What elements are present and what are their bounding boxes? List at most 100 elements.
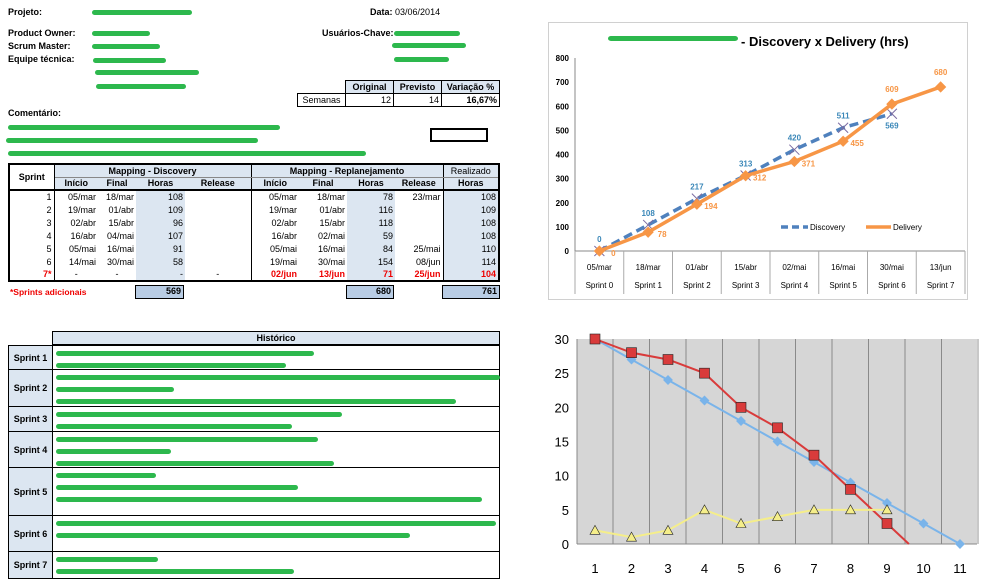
x-tick-label-sprint: Sprint 1 (634, 281, 662, 290)
x-tick-label-sprint: Sprint 7 (927, 281, 955, 290)
product-owner-label: Product Owner: (8, 28, 76, 38)
data-label: 0 (597, 235, 602, 244)
cell: 1 (9, 190, 55, 203)
historico-sprint-label: Sprint 3 (8, 406, 53, 432)
square-marker (589, 333, 601, 345)
cell: 05/mar (67, 192, 96, 202)
delivery-marker (691, 198, 703, 210)
cell: 02/abr (271, 217, 297, 228)
data-label: 455 (850, 139, 864, 148)
cell: 02/jun (270, 269, 297, 279)
cell: - (185, 268, 252, 281)
table-row: 6 14/mai 30/mai 58 19/mai 30/mai 154 08/jun 114 (9, 255, 499, 268)
weeks-table: Original Previsto Variação % Semanas 12 … (297, 80, 500, 107)
cell: 01/abr (319, 204, 345, 215)
redaction-mark (56, 533, 410, 538)
subheader-0: Início (53, 177, 98, 190)
cell: 25/mai (395, 242, 444, 255)
cell (395, 229, 444, 242)
date-value: 03/06/2014 (395, 7, 441, 17)
data-label: 609 (885, 85, 899, 94)
y-tick-label: 600 (556, 102, 570, 111)
x-tick-label-sprint: Sprint 6 (878, 281, 906, 290)
y-tick-label: 400 (556, 151, 570, 160)
y-tick-label: 25 (555, 366, 569, 381)
cell (185, 216, 252, 229)
x-tick-label-sprint: Sprint 3 (732, 281, 760, 290)
cell (185, 229, 252, 242)
cell: 05/mai (269, 243, 297, 254)
historico-table: Sprint 1 Sprint 2 Sprint 3 Sprint 4 Sprint 5… (8, 345, 500, 579)
cell: 13/jun (318, 269, 345, 279)
redaction-mark (56, 557, 158, 562)
diamond-marker (955, 539, 965, 549)
legend-label-discovery: Discovery (810, 223, 845, 232)
col-variacao: Variação % (441, 80, 500, 94)
historico-row: Sprint 5 (8, 467, 500, 516)
discovery-marker (837, 122, 849, 134)
cell: 30/mai (106, 256, 134, 267)
data-label: 313 (739, 159, 753, 168)
total-realized: 761 (442, 285, 500, 299)
redaction-mark (56, 351, 314, 356)
data-label: 569 (885, 122, 899, 131)
redaction-mark (56, 473, 156, 478)
square-marker (662, 354, 674, 365)
discovery-header: Mapping - Discovery (54, 164, 252, 178)
square-marker (699, 367, 710, 379)
redaction-mark (56, 424, 292, 429)
redaction-mark (92, 10, 192, 15)
subheader-8: Horas (443, 177, 499, 190)
x-tick-label: 3 (664, 561, 671, 576)
redaction-mark (608, 36, 738, 41)
cell: 08/jun (395, 255, 444, 268)
subheader-7: Release (395, 177, 444, 190)
cell: 109 (136, 203, 185, 216)
date-label-text: Data: (370, 7, 393, 17)
legend-label-delivery: Delivery (893, 223, 922, 232)
cell: 108 (443, 216, 499, 229)
cell: 58 (136, 255, 185, 268)
table-row: 1 05/mar 18/mar 108 05/mar 18/mar 78 23/mar 108 (9, 190, 499, 203)
square-marker (735, 402, 747, 413)
y-tick-label: 20 (555, 400, 569, 415)
cell: 15/abr (319, 217, 345, 228)
chart-title: - Discovery x Delivery (hrs) (741, 34, 909, 49)
total-discovery: 569 (135, 285, 184, 299)
y-tick-label: 0 (562, 537, 569, 552)
y-tick-label: 200 (556, 199, 570, 208)
cell: 16/mai (106, 243, 134, 254)
redaction-mark (56, 363, 286, 368)
subheader-6: Horas (347, 177, 395, 190)
historico-notes (52, 369, 500, 407)
weeks-label: Semanas (297, 93, 346, 107)
historico-row: Sprint 7 (8, 551, 500, 579)
weeks-previsto: 14 (393, 93, 442, 107)
square-marker (881, 518, 893, 529)
cell: - (74, 269, 78, 279)
redaction-mark (56, 485, 298, 490)
y-tick-label: 30 (555, 332, 569, 347)
square-marker (845, 484, 856, 495)
project-label: Projeto: (8, 7, 43, 17)
series-line-delivery (598, 85, 942, 253)
triangle-marker (735, 517, 747, 528)
x-tick-label: 01/abr (686, 263, 709, 272)
x-tick-label: 30/mai (880, 263, 904, 272)
total-replan: 680 (346, 285, 394, 299)
historico-notes (52, 551, 500, 579)
cell: 19/mai (269, 256, 297, 267)
subheader-5: Final (299, 177, 347, 190)
cell: 154 (347, 255, 395, 268)
date-label: Data: 03/06/2014 (370, 7, 440, 17)
discovery-marker (789, 144, 800, 156)
x-tick-label: 16/mai (831, 263, 855, 272)
data-label: 420 (788, 134, 802, 143)
cell: 107 (136, 229, 185, 242)
cell: 23/mar (395, 190, 444, 203)
x-tick-label: 2 (628, 561, 635, 576)
historico-row: Sprint 2 (8, 369, 500, 407)
historico-notes (52, 431, 500, 468)
historico-sprint-label: Sprint 4 (8, 431, 53, 468)
redaction-mark (56, 521, 496, 526)
